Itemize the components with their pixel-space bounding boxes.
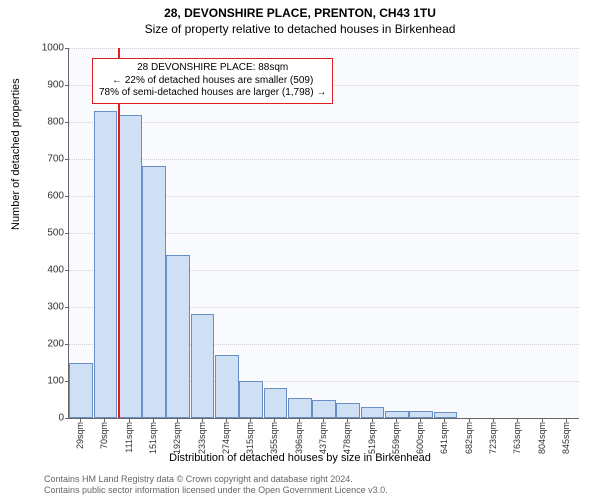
ytick-mark: [65, 159, 69, 160]
annotation-line: ← 22% of detached houses are smaller (50…: [99, 75, 326, 88]
ytick-label: 400: [24, 265, 64, 276]
ytick-mark: [65, 418, 69, 419]
xtick-label: 111sqm: [124, 422, 134, 453]
footer-line1: Contains HM Land Registry data © Crown c…: [44, 474, 388, 485]
ytick-label: 700: [24, 154, 64, 165]
xtick-label: 723sqm: [488, 422, 498, 454]
x-axis-label: Distribution of detached houses by size …: [0, 452, 600, 464]
ytick-label: 200: [24, 339, 64, 350]
chart-title-subtitle: Size of property relative to detached ho…: [0, 20, 600, 36]
xtick-label: 274sqm: [221, 422, 231, 454]
xtick-label: 763sqm: [512, 422, 522, 454]
xtick-label: 396sqm: [294, 422, 304, 454]
histogram-bar: [118, 115, 142, 418]
histogram-bar: [239, 381, 263, 418]
xtick-label: 519sqm: [367, 422, 377, 454]
xtick-label: 641sqm: [439, 422, 449, 454]
ytick-label: 900: [24, 80, 64, 91]
ytick-label: 800: [24, 117, 64, 128]
histogram-bar: [142, 166, 166, 418]
ytick-label: 1000: [24, 43, 64, 54]
ytick-label: 600: [24, 191, 64, 202]
gridline: [69, 48, 579, 49]
xtick-label: 29sqm: [75, 422, 85, 449]
ytick-label: 500: [24, 228, 64, 239]
histogram-bar: [361, 407, 385, 418]
footer-attribution: Contains HM Land Registry data © Crown c…: [44, 474, 388, 496]
xtick-label: 682sqm: [464, 422, 474, 454]
histogram-bar: [94, 111, 118, 418]
histogram-bar: [215, 355, 239, 418]
xtick-label: 437sqm: [318, 422, 328, 454]
y-axis-label: Number of detached properties: [10, 78, 22, 230]
ytick-mark: [65, 307, 69, 308]
annotation-box: 28 DEVONSHIRE PLACE: 88sqm← 22% of detac…: [92, 58, 333, 104]
ytick-mark: [65, 196, 69, 197]
xtick-label: 355sqm: [269, 422, 279, 454]
ytick-mark: [65, 85, 69, 86]
footer-line2: Contains public sector information licen…: [44, 485, 388, 496]
xtick-label: 804sqm: [537, 422, 547, 454]
ytick-label: 0: [24, 413, 64, 424]
ytick-mark: [65, 270, 69, 271]
histogram-bar: [166, 255, 190, 418]
ytick-label: 300: [24, 302, 64, 313]
xtick-label: 478sqm: [342, 422, 352, 454]
gridline: [69, 159, 579, 160]
ytick-mark: [65, 122, 69, 123]
xtick-label: 559sqm: [391, 422, 401, 454]
annotation-line: 78% of semi-detached houses are larger (…: [99, 87, 326, 100]
xtick-label: 315sqm: [245, 422, 255, 454]
histogram-bar: [264, 388, 288, 418]
histogram-bar: [385, 411, 409, 418]
xtick-label: 845sqm: [561, 422, 571, 454]
xtick-label: 192sqm: [172, 422, 182, 454]
xtick-label: 70sqm: [99, 422, 109, 449]
chart-area: 28 DEVONSHIRE PLACE: 88sqm← 22% of detac…: [68, 48, 578, 418]
histogram-bar: [336, 403, 360, 418]
ytick-label: 100: [24, 376, 64, 387]
xtick-label: 600sqm: [415, 422, 425, 454]
histogram-bar: [409, 411, 433, 418]
histogram-bar: [69, 363, 93, 419]
plot-region: [68, 48, 579, 419]
gridline: [69, 122, 579, 123]
ytick-mark: [65, 233, 69, 234]
xtick-label: 233sqm: [197, 422, 207, 454]
histogram-bar: [191, 314, 215, 418]
histogram-bar: [288, 398, 312, 418]
ytick-mark: [65, 48, 69, 49]
highlight-marker: [118, 48, 120, 418]
ytick-mark: [65, 344, 69, 345]
chart-title-address: 28, DEVONSHIRE PLACE, PRENTON, CH43 1TU: [0, 0, 600, 20]
histogram-bar: [312, 400, 336, 419]
annotation-line: 28 DEVONSHIRE PLACE: 88sqm: [99, 62, 326, 75]
xtick-label: 151sqm: [148, 422, 158, 454]
